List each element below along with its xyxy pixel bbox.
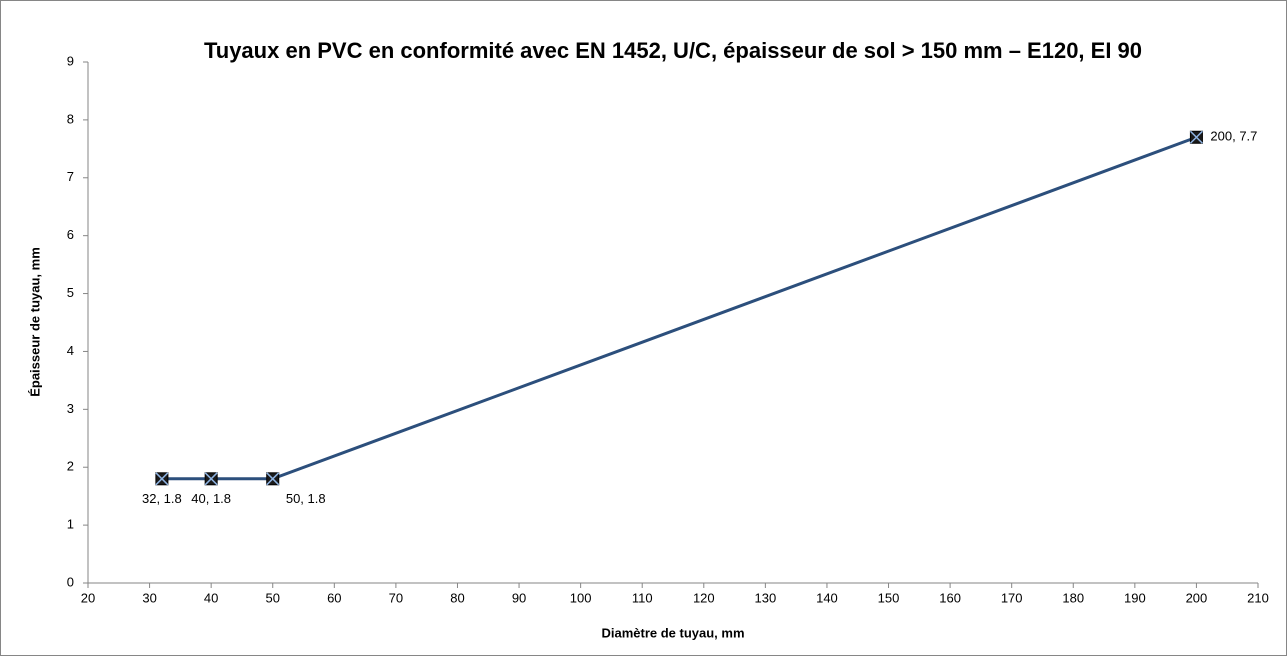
marker xyxy=(1189,130,1203,144)
x-tick-label: 30 xyxy=(142,590,156,605)
marker-part xyxy=(1189,130,1203,144)
y-tick-label: 4 xyxy=(67,343,74,358)
y-tick-label: 3 xyxy=(67,401,74,416)
x-tick-label: 170 xyxy=(1001,590,1023,605)
y-tick-label: 1 xyxy=(67,517,74,532)
x-tick-label: 90 xyxy=(512,590,526,605)
data-label: 200, 7.7 xyxy=(1210,129,1257,144)
x-tick-label: 80 xyxy=(450,590,464,605)
x-tick-label: 150 xyxy=(878,590,900,605)
x-tick-label: 110 xyxy=(632,590,653,605)
x-tick-label: 70 xyxy=(389,590,403,605)
x-tick-label: 100 xyxy=(570,590,592,605)
marker-part xyxy=(204,472,218,486)
x-tick-label: 60 xyxy=(327,590,341,605)
marker-part xyxy=(155,472,169,486)
x-tick-label: 40 xyxy=(204,590,218,605)
x-tick-label: 120 xyxy=(693,590,715,605)
x-tick-label: 130 xyxy=(755,590,777,605)
y-tick-label: 0 xyxy=(67,574,74,589)
y-tick-label: 8 xyxy=(67,111,74,126)
data-label: 50, 1.8 xyxy=(286,491,326,506)
x-axis-label: Diamètre de tuyau, mm xyxy=(601,625,744,640)
y-tick-label: 5 xyxy=(67,285,74,300)
marker xyxy=(266,472,280,486)
x-tick-label: 50 xyxy=(266,590,280,605)
data-label: 32, 1.8 xyxy=(142,491,182,506)
y-tick-label: 7 xyxy=(67,169,74,184)
y-tick-label: 6 xyxy=(67,227,74,242)
x-tick-label: 140 xyxy=(816,590,838,605)
marker xyxy=(204,472,218,486)
x-tick-label: 190 xyxy=(1124,590,1146,605)
data-label: 40, 1.8 xyxy=(191,491,231,506)
marker xyxy=(155,472,169,486)
x-tick-label: 180 xyxy=(1062,590,1084,605)
series-line xyxy=(161,135,1197,481)
y-tick-label: 2 xyxy=(67,459,74,474)
x-tick-label: 20 xyxy=(81,590,95,605)
y-tick-label: 9 xyxy=(67,53,74,68)
x-tick-label: 210 xyxy=(1247,590,1269,605)
x-tick-label: 160 xyxy=(939,590,961,605)
chart-title: Tuyaux en PVC en conformité avec EN 1452… xyxy=(204,38,1142,63)
y-axis-label: Épaisseur de tuyau, mm xyxy=(27,247,42,397)
marker-part xyxy=(266,472,280,486)
x-tick-label: 200 xyxy=(1186,590,1208,605)
